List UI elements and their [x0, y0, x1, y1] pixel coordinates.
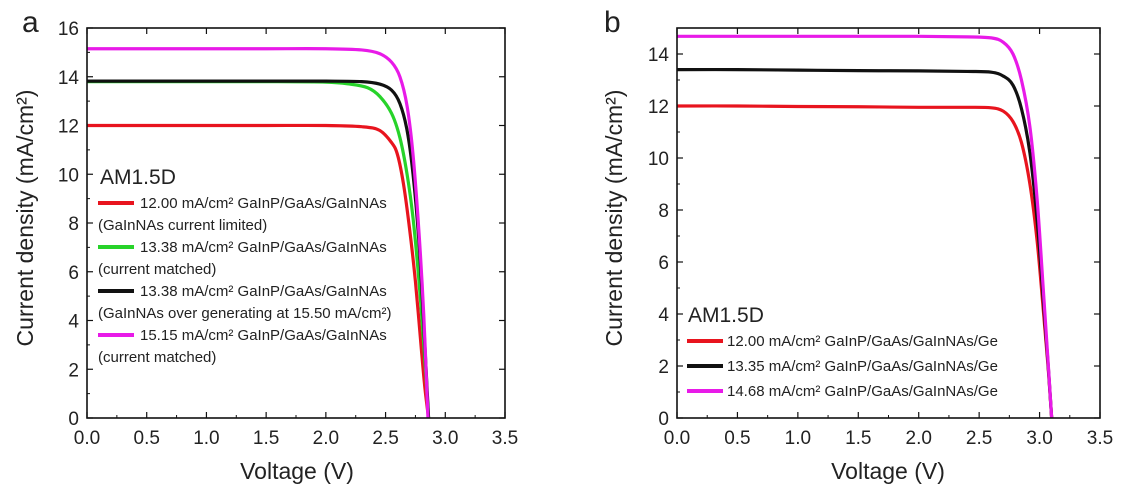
- panel-b-chart: b Voltage (V) Current density (mA/cm²) 0…: [601, 6, 1113, 484]
- legend-entry-1-line-2: (GaInNAs current limited): [98, 217, 267, 234]
- legend-entry-2-line-2: (current matched): [98, 261, 216, 278]
- series-1-line: [87, 123, 431, 419]
- panel-b-ticks: 0.0 0.5 1.0 1.5 2.0 2.5 3.0 3.5 0 2 4 6 8 10 12 14: [648, 27, 1113, 449]
- y-tick-label: 4: [658, 305, 669, 326]
- x-tick-label: 1.0: [193, 428, 219, 449]
- x-tick-label: 3.0: [1026, 428, 1052, 449]
- legend-entry-3-line-1: 13.38 mA/cm² GaInP/GaAs/GaInNAs: [140, 283, 387, 300]
- panel-b-letter: b: [604, 6, 621, 39]
- x-tick-label: 2.0: [906, 428, 932, 449]
- y-tick-label: 6: [68, 263, 79, 284]
- x-tick-label: 2.5: [372, 428, 398, 449]
- legend-entry-1-line-1: 12.00 mA/cm² GaInP/GaAs/GaInNAs: [140, 195, 387, 212]
- x-tick-label: 2.5: [966, 428, 992, 449]
- x-tick-label: 3.5: [492, 428, 518, 449]
- x-tick-label: 0.5: [134, 428, 160, 449]
- y-tick-label: 0: [68, 409, 79, 430]
- legend-entry-2-line-1: 13.38 mA/cm² GaInP/GaAs/GaInNAs: [140, 239, 387, 256]
- y-tick-label: 14: [58, 68, 80, 89]
- y-tick-label: 10: [648, 149, 669, 170]
- panel-b-curves: [676, 34, 1054, 419]
- panel-a-letter: a: [22, 6, 39, 39]
- x-tick-label: 0.0: [74, 428, 100, 449]
- x-tick-label: 3.0: [432, 428, 458, 449]
- legend-entry-4-line-2: (current matched): [98, 349, 216, 366]
- y-tick-label: 2: [658, 357, 669, 378]
- x-tick-label: 1.5: [845, 428, 871, 449]
- y-tick-label: 12: [58, 117, 79, 138]
- panel-a-legend: AM1.5D 12.00 mA/cm² GaInP/GaAs/GaInNAs (G…: [98, 166, 391, 366]
- x-tick-label: 0.5: [724, 428, 750, 449]
- y-tick-label: 8: [658, 201, 669, 222]
- y-tick-label: 16: [58, 19, 79, 40]
- panel-a-ticks: 0.0 0.5 1.0 1.5 2.0 2.5 3.0 3.5 0 2 4 6 8 10 12 14 16: [58, 19, 518, 449]
- x-tick-label: 1.5: [253, 428, 279, 449]
- y-tick-label: 4: [68, 312, 79, 333]
- legend-entry-1-line-1: 12.00 mA/cm² GaInP/GaAs/GaInNAs/Ge: [727, 333, 998, 350]
- panel-a-legend-title: AM1.5D: [100, 166, 176, 189]
- series-3-line: [677, 34, 1054, 419]
- x-tick-label: 3.5: [1087, 428, 1113, 449]
- panel-b-y-axis-label: Current density (mA/cm²): [601, 90, 627, 347]
- legend-entry-4-line-1: 15.15 mA/cm² GaInP/GaAs/GaInNAs: [140, 327, 387, 344]
- panel-a-chart: a Voltage (V) Current density (mA/cm²) 0…: [12, 6, 518, 484]
- y-tick-label: 6: [658, 253, 669, 274]
- y-tick-label: 0: [658, 409, 669, 430]
- y-tick-label: 10: [58, 165, 79, 186]
- panel-a-y-axis-label: Current density (mA/cm²): [12, 90, 38, 347]
- panel-a-plot-frame: [86, 27, 506, 419]
- x-tick-label: 0.0: [664, 428, 690, 449]
- x-tick-label: 1.0: [785, 428, 811, 449]
- legend-entry-2-line-1: 13.35 mA/cm² GaInP/GaAs/GaInNAs/Ge: [727, 358, 998, 375]
- panel-b-legend-title: AM1.5D: [688, 304, 764, 327]
- legend-entry-3-line-1: 14.68 mA/cm² GaInP/GaAs/GaInNAs/Ge: [727, 383, 998, 400]
- y-tick-label: 2: [68, 360, 79, 381]
- legend-entry-3-line-2: (GaInNAs over generating at 15.50 mA/cm²…: [98, 305, 391, 322]
- y-tick-label: 14: [648, 45, 670, 66]
- panel-a-x-axis-label: Voltage (V): [240, 458, 354, 484]
- panel-a-curves: [87, 47, 431, 419]
- panel-b-legend: AM1.5D 12.00 mA/cm² GaInP/GaAs/GaInNAs/G…: [687, 304, 998, 400]
- x-tick-label: 2.0: [313, 428, 339, 449]
- y-tick-label: 12: [648, 97, 669, 118]
- panel-b-x-axis-label: Voltage (V): [831, 458, 945, 484]
- y-tick-label: 8: [68, 214, 79, 235]
- panel-b-plot-frame: [676, 27, 1101, 419]
- series-4-line: [87, 47, 430, 419]
